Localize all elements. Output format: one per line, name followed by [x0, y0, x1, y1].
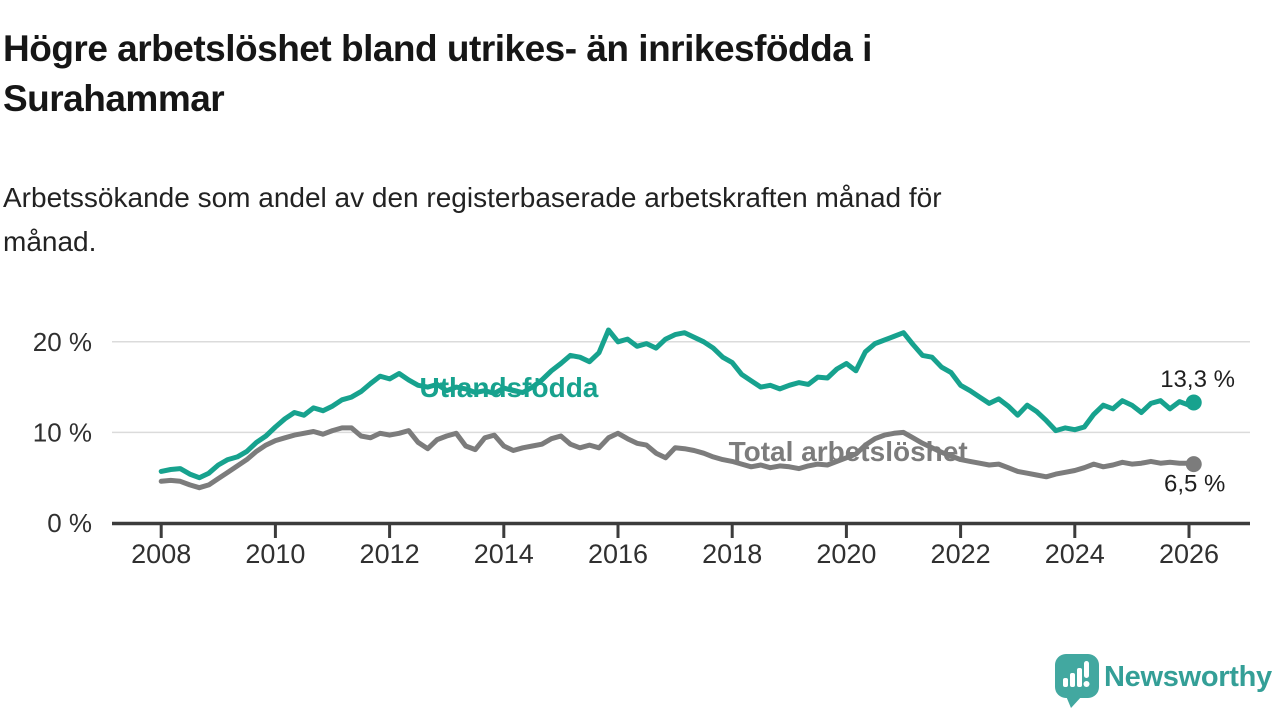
- y-axis-label-10: 10 %: [33, 417, 92, 447]
- chart-title-line-2: Surahammar: [3, 78, 225, 119]
- chart-subtitle-line-1: Arbetssökande som andel av den registerb…: [3, 182, 942, 213]
- series-line-1: [158, 425, 1197, 491]
- series-end-dot-1: [1185, 456, 1202, 473]
- chart-title: Högre arbetslöshet bland utrikes- än inr…: [3, 24, 1113, 124]
- x-axis-tick-label-2012: 2012: [360, 539, 420, 569]
- x-axis-tick-label-2022: 2022: [931, 539, 991, 569]
- chart-title-line-1: Högre arbetslöshet bland utrikes- än inr…: [3, 28, 872, 69]
- y-axis-label-0: 0 %: [47, 508, 92, 538]
- series-end-value-1: 6,5 %: [1164, 470, 1225, 497]
- x-axis-tick-label-2024: 2024: [1045, 539, 1105, 569]
- series-label-1: Total arbetslöshet: [729, 436, 968, 467]
- series-line-0: [158, 327, 1197, 481]
- x-axis-tick-label-2020: 2020: [816, 539, 876, 569]
- series-end-value-0: 13,3 %: [1160, 366, 1235, 393]
- x-axis-tick-label-2010: 2010: [245, 539, 305, 569]
- x-axis-tick-label-2018: 2018: [702, 539, 762, 569]
- newsworthy-brand-text: Newsworthy: [1104, 661, 1272, 693]
- chart-subtitle: Arbetssökande som andel av den registerb…: [3, 176, 1203, 264]
- chart-subtitle-line-2: månad.: [3, 226, 97, 257]
- logo-bubble-tail: [1066, 696, 1082, 708]
- series-label-0: Utlandsfödda: [419, 372, 598, 403]
- series-end-dot-0: [1185, 394, 1202, 411]
- logo-bar-3: [1077, 668, 1082, 687]
- logo-exclamation-bar: [1084, 661, 1089, 678]
- x-axis-tick-label-2008: 2008: [131, 539, 191, 569]
- logo-exclamation-dot: [1083, 681, 1090, 687]
- y-axis-label-20: 20 %: [33, 327, 92, 357]
- logo-bar-1: [1063, 678, 1068, 687]
- newsworthy-logo-icon: [1055, 654, 1099, 708]
- x-axis-tick-label-2014: 2014: [474, 539, 534, 569]
- x-axis-tick-label-2026: 2026: [1159, 539, 1219, 569]
- x-axis-tick-label-2016: 2016: [588, 539, 648, 569]
- logo-bar-2: [1070, 673, 1075, 687]
